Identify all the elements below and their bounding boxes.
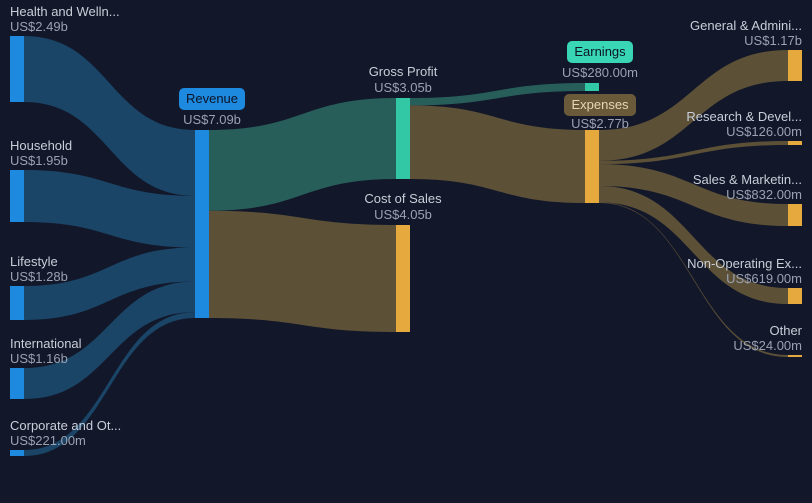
value-health: US$2.49b (10, 19, 68, 34)
value-lifestyle: US$1.28b (10, 269, 68, 284)
value-other: US$24.00m (733, 338, 802, 353)
node-other (788, 355, 802, 357)
value-ga: US$1.17b (744, 33, 802, 48)
label-household: Household (10, 138, 72, 153)
label-sm: Sales & Marketin... (693, 172, 802, 187)
node-health (10, 36, 24, 102)
label-nonop: Non-Operating Ex... (687, 256, 802, 271)
node-ga (788, 50, 802, 81)
value-cost: US$4.05b (374, 207, 432, 222)
node-rd (788, 141, 802, 145)
flow (410, 83, 585, 105)
value-expenses: US$2.77b (571, 116, 629, 131)
node-intl (10, 368, 24, 399)
value-earnings: US$280.00m (562, 65, 638, 80)
label-lifestyle: Lifestyle (10, 254, 58, 269)
flow (209, 211, 396, 332)
node-lifestyle (10, 286, 24, 320)
node-gross (396, 98, 410, 179)
value-corp: US$221.00m (10, 433, 86, 448)
label-health: Health and Welln... (10, 4, 120, 19)
label-gross: Gross Profit (369, 64, 438, 79)
label-corp: Corporate and Ot... (10, 418, 121, 433)
sankey-chart: Health and Welln...US$2.49bHouseholdUS$1… (0, 0, 812, 503)
label-cost: Cost of Sales (364, 191, 442, 206)
node-sm (788, 204, 802, 226)
label-other: Other (769, 323, 802, 338)
value-household: US$1.95b (10, 153, 68, 168)
node-revenue (195, 130, 209, 318)
value-gross: US$3.05b (374, 80, 432, 95)
node-earnings (585, 83, 599, 91)
node-nonop (788, 288, 802, 304)
node-expenses (585, 130, 599, 203)
label-ga: General & Admini... (690, 18, 802, 33)
value-revenue: US$7.09b (183, 112, 241, 127)
node-cost (396, 225, 410, 332)
node-household (10, 170, 24, 222)
label-intl: International (10, 336, 82, 351)
label-expenses: Expenses (571, 97, 629, 112)
value-intl: US$1.16b (10, 351, 68, 366)
label-earnings: Earnings (574, 44, 626, 59)
node-corp (10, 450, 24, 456)
flow (410, 105, 585, 203)
value-nonop: US$619.00m (726, 271, 802, 286)
value-rd: US$126.00m (726, 124, 802, 139)
label-rd: Research & Devel... (686, 109, 802, 124)
label-revenue: Revenue (186, 91, 238, 106)
value-sm: US$832.00m (726, 187, 802, 202)
